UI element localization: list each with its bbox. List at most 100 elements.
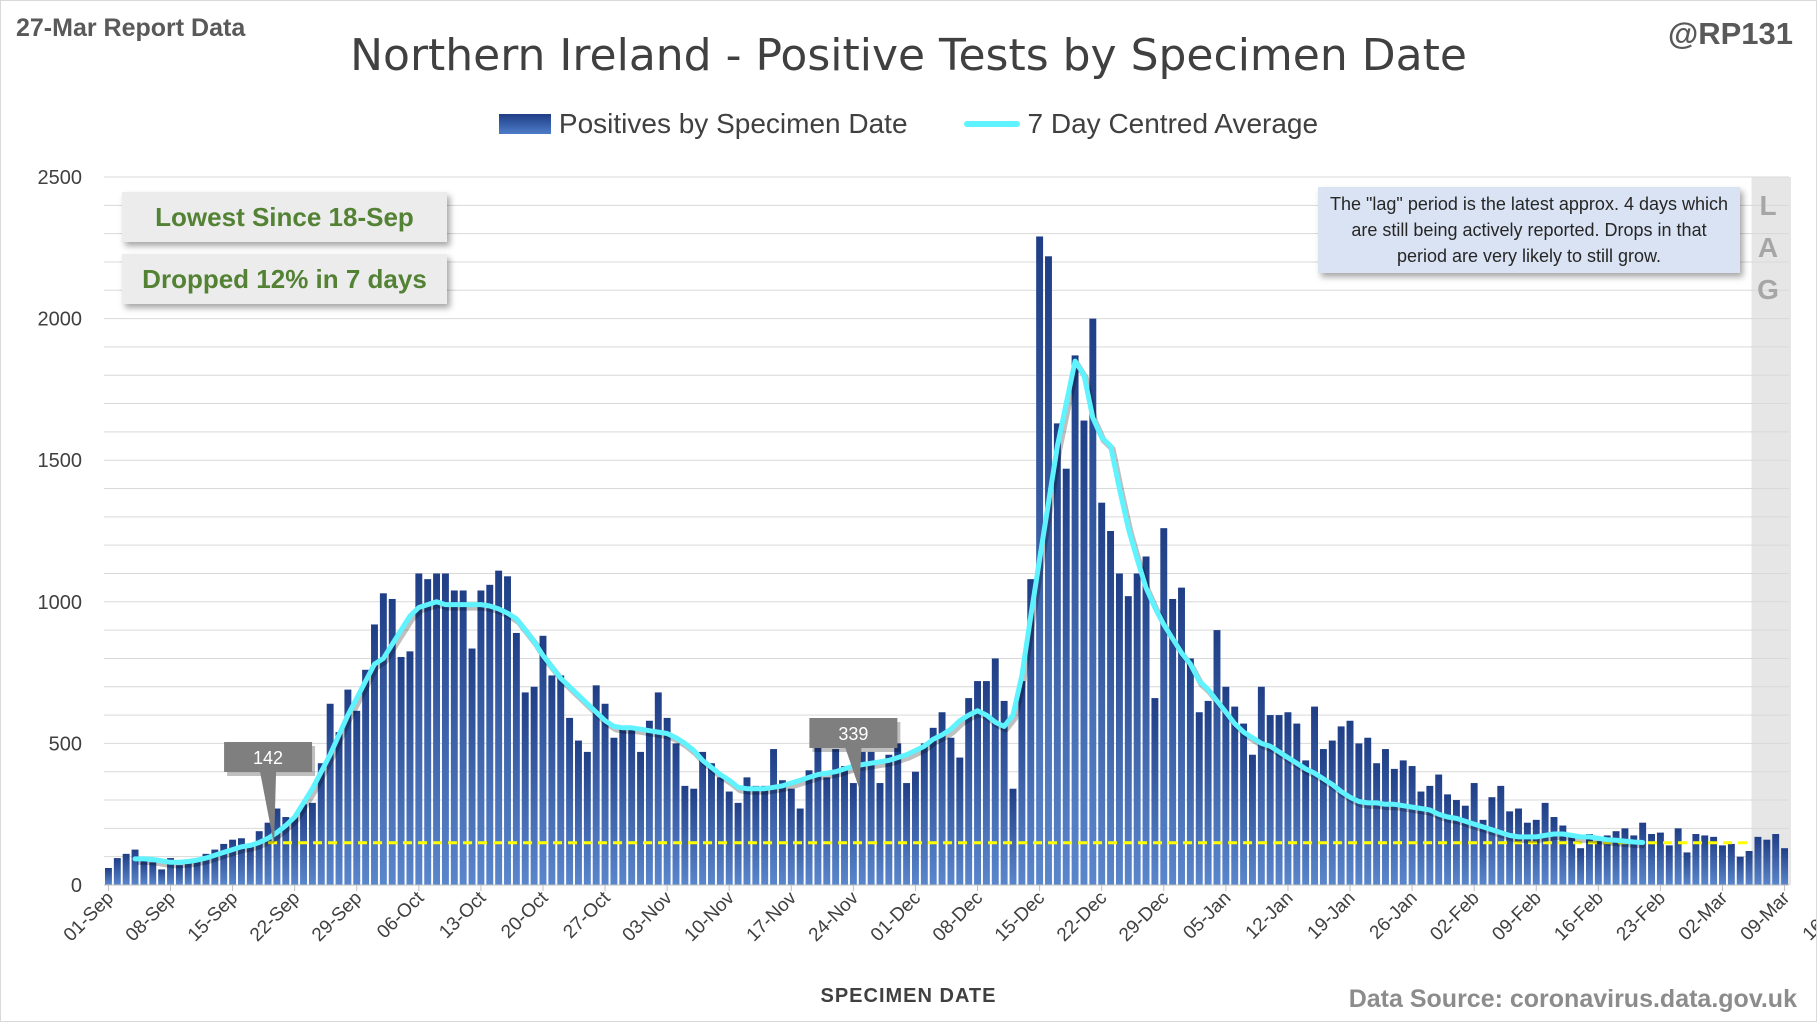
bar — [1763, 839, 1771, 885]
bar — [1497, 785, 1505, 885]
bar — [672, 743, 680, 885]
bar — [956, 757, 964, 885]
bar — [1284, 712, 1292, 885]
y-tick-label: 0 — [71, 875, 82, 897]
bar — [344, 689, 352, 885]
bar — [468, 648, 476, 885]
bar — [211, 849, 219, 885]
lag-letter-l: L — [1759, 190, 1777, 221]
bar — [1115, 573, 1123, 885]
bar — [1151, 698, 1159, 885]
bar — [486, 584, 494, 885]
bar — [1550, 817, 1558, 885]
bar — [175, 865, 183, 885]
bar — [495, 570, 503, 885]
bar — [912, 771, 919, 885]
report-date-label: 27-Mar Report Data — [16, 14, 246, 42]
bar — [1328, 740, 1336, 885]
bar — [663, 717, 671, 885]
bar — [566, 717, 574, 885]
bar — [1311, 706, 1318, 885]
chart-legend: Positives by Specimen Date 7 Day Centred… — [0, 108, 1817, 140]
author-handle: @RP131 — [1667, 16, 1793, 51]
x-tick-label: 01-Sep — [60, 888, 118, 946]
bar — [459, 590, 467, 885]
lag-letter-a: A — [1757, 232, 1779, 263]
bar — [619, 726, 627, 885]
bar — [521, 692, 529, 885]
bar — [982, 681, 990, 885]
bar — [167, 858, 174, 885]
bar — [1240, 723, 1248, 885]
bar — [1195, 712, 1203, 885]
bar — [371, 624, 378, 885]
bar — [362, 669, 370, 885]
x-tick-label: 02-Mar — [1675, 887, 1733, 945]
bar — [592, 685, 600, 885]
bar — [1621, 828, 1629, 885]
bar — [104, 868, 112, 885]
bar — [1089, 318, 1097, 886]
bar — [220, 843, 228, 885]
bar — [415, 573, 423, 885]
bar — [229, 839, 237, 885]
bar — [282, 817, 290, 885]
bar — [1736, 856, 1744, 885]
bar — [787, 788, 795, 885]
bar — [140, 860, 148, 885]
bar — [1213, 630, 1221, 885]
bar — [1275, 715, 1283, 885]
bar — [690, 788, 698, 885]
bar — [752, 785, 760, 885]
legend-label-bars: Positives by Specimen Date — [558, 108, 908, 139]
lag-letter-g: G — [1757, 274, 1779, 305]
bar — [1390, 768, 1398, 885]
bar — [308, 802, 316, 885]
bar — [610, 737, 618, 885]
bar — [1124, 596, 1132, 885]
bar — [849, 783, 857, 885]
x-tick-label: 16-Mar — [1799, 887, 1817, 945]
bar — [814, 743, 822, 885]
bar — [1772, 834, 1780, 885]
x-tick-label: 16-Feb — [1550, 888, 1607, 945]
bar — [699, 751, 707, 885]
bar — [1426, 785, 1434, 885]
bar — [1186, 658, 1194, 885]
bar — [938, 712, 946, 885]
bar — [1532, 819, 1540, 885]
bar — [353, 710, 361, 885]
x-tick-label: 17-Nov — [743, 887, 802, 946]
bar — [246, 843, 254, 885]
bar — [947, 737, 955, 885]
bar — [716, 777, 724, 885]
x-tick-label: 05-Jan — [1179, 888, 1235, 944]
chart-title: Northern Ireland - Positive Tests by Spe… — [350, 30, 1467, 81]
bar — [530, 686, 538, 885]
bar — [335, 732, 343, 885]
bar — [708, 763, 715, 885]
bar — [397, 657, 405, 885]
bar — [1142, 556, 1150, 885]
bar — [885, 754, 893, 885]
bar — [1222, 686, 1230, 885]
bar — [1781, 848, 1789, 885]
bar — [645, 720, 653, 885]
lag-note: The "lag" period is the latest approx. 4… — [1318, 187, 1740, 273]
bar — [1071, 355, 1079, 885]
y-tick-label: 2000 — [38, 309, 83, 331]
bar — [1373, 763, 1381, 885]
bar — [867, 751, 875, 885]
bar — [1603, 835, 1611, 885]
dropped-percent-callout: Dropped 12% in 7 days — [122, 254, 447, 304]
x-tick-label: 22-Dec — [1053, 888, 1111, 946]
bar — [965, 698, 973, 885]
bar — [858, 751, 866, 885]
bar — [1080, 420, 1088, 885]
bar — [778, 780, 786, 885]
bar — [158, 869, 166, 885]
bar — [1745, 851, 1753, 885]
x-tick-label: 09-Mar — [1737, 887, 1795, 945]
bar — [1523, 822, 1531, 885]
bar — [1364, 737, 1372, 885]
